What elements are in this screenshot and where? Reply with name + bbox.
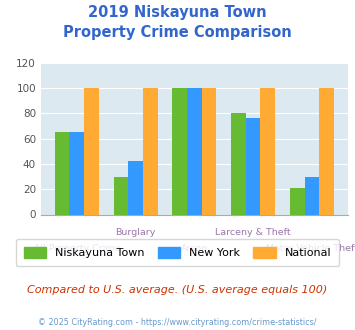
Bar [70, 132, 84, 214]
Bar [114, 177, 128, 214]
Bar [246, 118, 261, 214]
Bar [84, 88, 99, 214]
Text: Compared to U.S. average. (U.S. average equals 100): Compared to U.S. average. (U.S. average … [27, 285, 328, 295]
Bar [55, 132, 70, 214]
Text: Burglary: Burglary [115, 228, 156, 237]
Text: Arson: Arson [181, 244, 208, 253]
Bar [261, 88, 275, 214]
Bar [231, 113, 246, 214]
Bar [305, 177, 319, 214]
Bar [128, 161, 143, 214]
Text: Larceny & Theft: Larceny & Theft [215, 228, 291, 237]
Bar [290, 188, 305, 215]
Bar [319, 88, 334, 214]
Text: Motor Vehicle Theft: Motor Vehicle Theft [266, 244, 355, 253]
Bar [202, 88, 217, 214]
Legend: Niskayuna Town, New York, National: Niskayuna Town, New York, National [16, 239, 339, 266]
Bar [187, 88, 202, 214]
Bar [172, 88, 187, 214]
Text: All Property Crime: All Property Crime [34, 244, 120, 253]
Text: Property Crime Comparison: Property Crime Comparison [63, 25, 292, 40]
Bar [143, 88, 158, 214]
Text: © 2025 CityRating.com - https://www.cityrating.com/crime-statistics/: © 2025 CityRating.com - https://www.city… [38, 318, 317, 327]
Text: 2019 Niskayuna Town: 2019 Niskayuna Town [88, 5, 267, 20]
